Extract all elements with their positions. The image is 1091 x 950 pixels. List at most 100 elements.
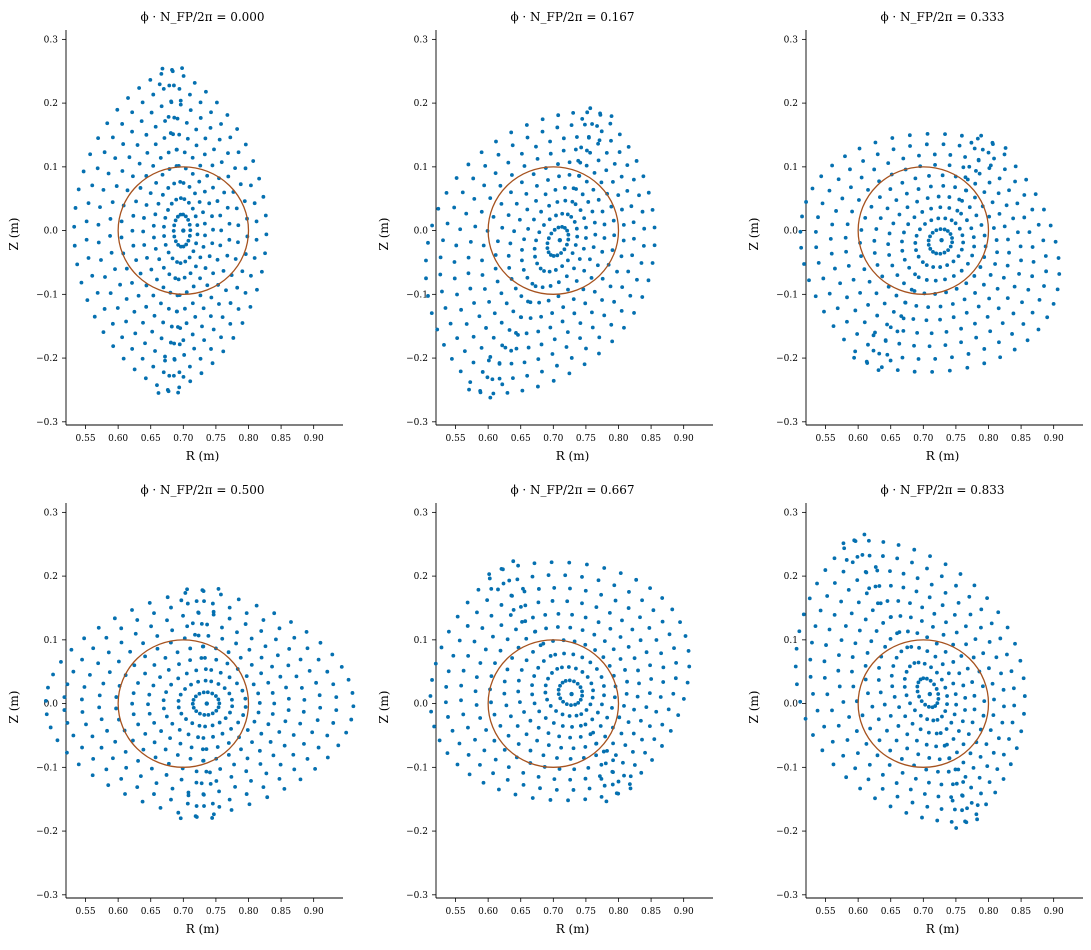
poincare-point bbox=[811, 692, 815, 696]
poincare-point bbox=[551, 378, 556, 383]
poincare-point bbox=[979, 223, 984, 227]
poincare-point bbox=[499, 291, 504, 296]
poincare-point bbox=[480, 370, 485, 374]
poincare-point bbox=[554, 213, 558, 218]
poincare-point bbox=[573, 147, 578, 152]
poincare-point bbox=[140, 799, 145, 804]
poincare-point bbox=[644, 650, 649, 655]
poincare-point bbox=[493, 253, 498, 257]
poincare-point bbox=[121, 142, 126, 146]
poincare-point bbox=[1010, 720, 1015, 725]
poincare-point bbox=[978, 727, 983, 732]
poincare-point bbox=[599, 675, 604, 679]
poincare-point bbox=[316, 657, 321, 662]
poincare-point bbox=[648, 586, 652, 591]
x-tick-label: 0.55 bbox=[446, 434, 466, 444]
poincare-point bbox=[201, 210, 205, 215]
poincare-point bbox=[648, 663, 652, 668]
poincare-point bbox=[247, 647, 252, 652]
poincare-point bbox=[228, 301, 233, 305]
poincare-point bbox=[133, 631, 138, 636]
boundary-circle bbox=[487, 166, 620, 295]
poincare-point bbox=[1041, 238, 1046, 243]
poincare-point bbox=[292, 635, 297, 640]
poincare-point bbox=[961, 780, 966, 784]
poincare-point bbox=[972, 146, 977, 151]
poincare-point bbox=[822, 724, 827, 729]
poincare-point bbox=[623, 668, 627, 672]
poincare-point bbox=[553, 188, 558, 192]
poincare-point bbox=[97, 705, 102, 710]
poincare-point bbox=[254, 237, 259, 242]
poincare-point bbox=[525, 373, 530, 378]
poincare-point bbox=[506, 253, 511, 258]
poincare-point bbox=[585, 148, 589, 153]
poincare-point bbox=[110, 135, 115, 140]
poincare-point bbox=[974, 335, 979, 340]
poincare-point bbox=[526, 345, 531, 350]
poincare-point bbox=[992, 156, 996, 161]
poincare-point bbox=[941, 183, 946, 188]
poincare-point bbox=[975, 817, 980, 822]
poincare-point bbox=[959, 654, 964, 658]
poincare-point bbox=[942, 250, 947, 255]
poincare-point bbox=[973, 291, 977, 295]
poincare-point bbox=[1033, 192, 1038, 197]
poincare-point bbox=[867, 279, 872, 284]
magnetic-axis-point bbox=[204, 701, 209, 706]
poincare-point bbox=[466, 255, 471, 260]
poincare-point bbox=[210, 163, 215, 168]
poincare-point bbox=[1030, 274, 1035, 279]
poincare-point bbox=[227, 237, 232, 242]
poincare-point bbox=[932, 152, 937, 157]
poincare-point bbox=[599, 180, 604, 185]
poincare-point bbox=[564, 345, 569, 349]
poincare-point bbox=[877, 665, 881, 670]
poincare-point bbox=[218, 243, 223, 248]
poincare-point bbox=[810, 186, 815, 191]
poincare-point bbox=[215, 199, 220, 203]
poincare-point bbox=[349, 717, 354, 722]
poincare-point bbox=[236, 150, 241, 155]
poincare-point bbox=[580, 693, 585, 698]
poincare-point bbox=[611, 758, 615, 763]
poincare-point bbox=[953, 185, 957, 190]
poincare-point bbox=[210, 816, 215, 820]
poincare-point bbox=[1001, 275, 1006, 280]
magnetic-axis-point bbox=[181, 228, 186, 233]
poincare-point bbox=[831, 762, 836, 767]
poincare-point bbox=[589, 276, 594, 280]
poincare-point bbox=[978, 754, 983, 759]
poincare-point bbox=[666, 707, 671, 712]
poincare-point bbox=[118, 282, 122, 287]
poincare-point bbox=[949, 795, 954, 800]
poincare-point bbox=[552, 777, 557, 782]
poincare-point bbox=[993, 262, 997, 266]
poincare-point bbox=[198, 711, 202, 716]
poincare-point bbox=[217, 720, 222, 725]
poincare-point bbox=[580, 655, 585, 660]
poincare-point bbox=[152, 313, 157, 318]
poincare-point bbox=[245, 728, 250, 732]
poincare-point bbox=[532, 561, 537, 566]
poincare-point bbox=[1014, 746, 1019, 751]
poincare-point bbox=[647, 691, 652, 695]
poincare-point bbox=[996, 306, 1001, 311]
poincare-point bbox=[151, 293, 156, 298]
poincare-point bbox=[894, 738, 899, 743]
poincare-point bbox=[185, 587, 189, 592]
poincare-point bbox=[617, 715, 622, 720]
poincare-point bbox=[225, 113, 230, 117]
poincare-point bbox=[860, 553, 865, 557]
poincare-point bbox=[918, 727, 923, 732]
poincare-point bbox=[979, 625, 983, 630]
poincare-point bbox=[130, 228, 135, 233]
poincare-point bbox=[652, 243, 657, 248]
poincare-point bbox=[578, 734, 583, 739]
poincare-point bbox=[578, 208, 583, 213]
poincare-point bbox=[968, 612, 973, 617]
poincare-point bbox=[178, 741, 183, 746]
poincare-point bbox=[547, 269, 552, 274]
poincare-point bbox=[229, 808, 234, 812]
poincare-point bbox=[954, 826, 959, 830]
